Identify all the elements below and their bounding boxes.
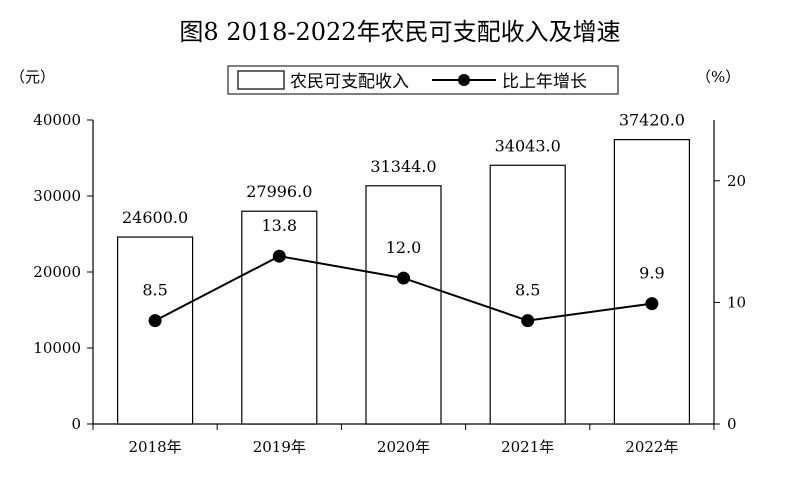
x-tick-label: 2018年: [129, 438, 182, 456]
growth-value-label: 8.5: [142, 281, 167, 300]
bar-value-label: 31344.0: [370, 157, 436, 176]
right-tick-label: 10: [727, 293, 746, 311]
bar-value-label: 27996.0: [246, 182, 312, 201]
legend-bar-swatch: [237, 70, 285, 90]
left-axis-unit: （元）: [10, 68, 55, 86]
growth-point: [397, 271, 410, 285]
growth-value-label: 13.8: [261, 216, 297, 235]
bar: [613, 139, 691, 425]
bar-value-label: 34043.0: [495, 136, 561, 155]
x-tick-label: 2020年: [377, 438, 430, 456]
x-tick-label: 2022年: [625, 438, 678, 456]
growth-point: [521, 314, 535, 328]
right-tick-label: 0: [727, 415, 737, 433]
legend-line-marker: [458, 74, 470, 86]
bar: [365, 185, 442, 425]
growth-value-label: 12.0: [386, 238, 422, 257]
left-tick-label: 40000: [33, 111, 81, 129]
bar: [241, 210, 318, 425]
chart-title: 图8 2018-2022年农民可支配收入及增速: [179, 18, 620, 46]
legend: 农民可支配收入 比上年增长: [227, 65, 619, 95]
growth-value-label: 8.5: [515, 281, 540, 300]
plot-area: 0 10000 20000 30000 40000 0 10 20 2018年 2019年 2020…: [33, 111, 746, 456]
growth-value-label: 9.9: [639, 264, 664, 283]
growth-point: [645, 297, 659, 311]
x-tick-label: 2021年: [501, 438, 554, 456]
bar: [116, 236, 194, 425]
growth-point: [148, 314, 162, 328]
left-tick-label: 10000: [33, 339, 81, 357]
right-axis-unit: （%）: [696, 68, 740, 86]
left-tick-label: 20000: [33, 263, 81, 281]
left-tick-label: 30000: [33, 187, 81, 205]
bar-value-label: 24600.0: [122, 208, 188, 227]
x-tick-label: 2019年: [253, 438, 306, 456]
left-tick-label: 0: [71, 415, 81, 433]
legend-box: [227, 65, 619, 95]
growth-point: [272, 249, 286, 263]
legend-line-label: 比上年增长: [502, 72, 587, 92]
bar-value-label: 37420.0: [619, 111, 685, 130]
bar: [489, 164, 566, 425]
right-tick-label: 20: [727, 172, 746, 190]
legend-bar-label: 农民可支配收入: [290, 72, 409, 92]
